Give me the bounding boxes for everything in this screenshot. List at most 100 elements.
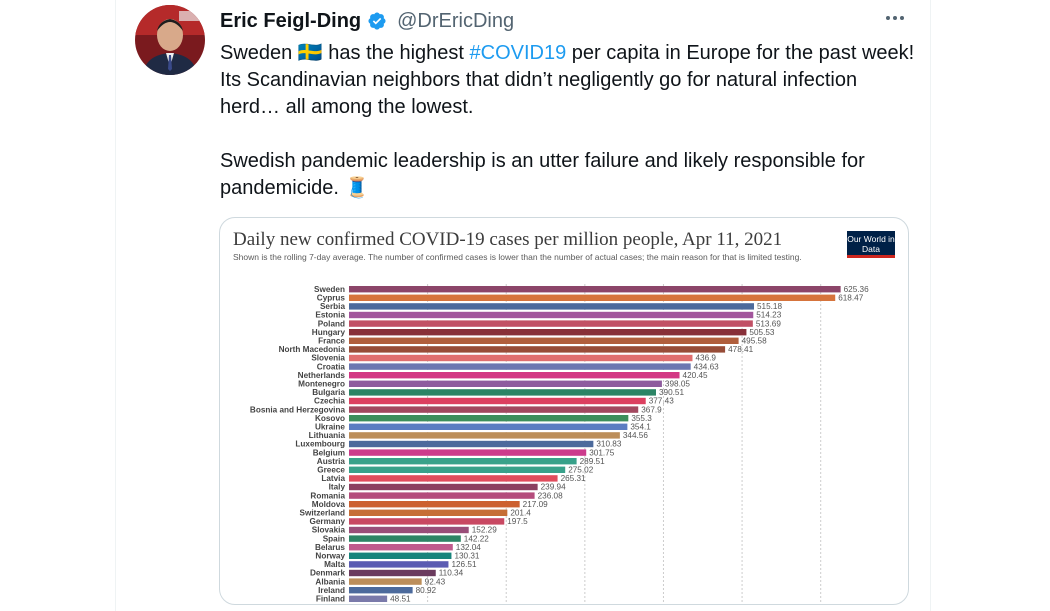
bar [349,561,449,568]
bar [349,286,841,293]
value-label: 420.45 [683,371,708,380]
tweet-text: Sweden 🇸🇪 has the highest #COVID19 per c… [220,40,920,202]
value-label: 217.09 [523,500,548,509]
value-label: 265.31 [561,474,586,483]
bar [349,372,680,379]
bar [349,466,566,473]
bar [349,406,639,413]
tweet-text-part: has the highest [322,42,470,64]
sweden-flag-emoji: 🇸🇪 [297,42,323,64]
category-label: Romania [310,491,345,500]
value-label: 80.92 [416,586,437,595]
category-label: Denmark [310,569,345,578]
category-label: Montenegro [298,380,345,389]
category-label: Italy [329,483,346,492]
bar-chart: Sweden 625.36 Cyprus 618.47 Serbia 515.18 Esto… [250,284,869,604]
category-label: Belarus [315,543,345,552]
value-label: 275.02 [568,466,593,475]
bar [349,475,558,482]
more-options-icon[interactable] [883,8,907,28]
category-label: Greece [317,466,345,475]
value-label: 92.43 [425,577,446,586]
bar [349,397,646,405]
bar [349,337,739,344]
category-label: Lithuania [309,431,346,440]
bar [349,509,508,516]
category-label: Kosovo [315,414,345,423]
category-label: North Macedonia [279,345,346,354]
owid-logo: Our World in Data [847,231,895,258]
value-label: 236.08 [538,491,563,500]
category-label: Belgium [313,448,345,457]
category-label: Sweden [314,285,345,294]
bar [349,449,587,456]
bar [349,458,577,465]
category-label: Malta [324,560,345,569]
category-label: France [318,337,345,346]
chart-image-card[interactable]: Daily new confirmed COVID-19 cases per m… [219,217,909,605]
bar [349,415,629,422]
bar [349,311,754,319]
category-label: Albania [315,577,345,586]
category-label: Poland [318,319,345,328]
bar [349,320,753,327]
category-label: Spain [323,534,345,543]
value-label: 367.9 [641,405,662,414]
category-label: Estonia [315,311,345,320]
avatar-photo [135,5,205,75]
timeline-border-right [930,0,931,611]
chart-title: Daily new confirmed COVID-19 cases per m… [233,229,783,250]
value-label: 515.18 [757,302,782,311]
bar [349,526,469,534]
category-label: Czechia [314,397,345,406]
bar [349,423,628,430]
verified-badge-icon [367,11,387,31]
value-label: 301.75 [589,448,614,457]
chart-subtitle: Shown is the rolling 7-day average. The … [233,252,802,262]
bar [349,578,422,585]
category-label: Serbia [320,302,345,311]
bar [349,294,836,301]
bar [349,363,691,370]
category-label: Switzerland [300,509,346,518]
category-label: Bosnia and Herzegovina [250,405,346,414]
value-label: 130.31 [454,552,479,561]
author-handle[interactable]: @DrEricDing [397,9,515,32]
category-label: Hungary [312,328,346,337]
value-label: 390.51 [659,388,684,397]
bar [349,440,594,448]
category-label: Cyprus [317,294,346,303]
category-label: Ukraine [315,423,345,432]
value-label: 310.83 [596,440,621,449]
bar [349,501,520,508]
value-label: 495.58 [742,337,767,346]
tweet-text-part: per capita in Europe for the past week! … [220,42,915,199]
hashtag-link[interactable]: #COVID19 [469,42,567,64]
bar [349,380,662,387]
bar [349,595,388,602]
bar [349,389,657,396]
value-label: 625.36 [844,285,869,294]
value-label: 126.51 [451,560,476,569]
value-label: 514.23 [756,311,781,320]
author-name[interactable]: Eric Feigl-Ding [220,9,362,32]
value-label: 132.04 [456,543,481,552]
thread-emoji: 🧵 [344,177,370,199]
bar [349,518,505,525]
avatar[interactable] [135,5,205,75]
category-label: Finland [316,595,345,604]
value-label: 354.1 [630,423,651,432]
value-label: 398.05 [665,380,690,389]
category-label: Norway [315,552,345,561]
value-label: 436.9 [695,354,716,363]
tweet-header: Eric Feigl-Ding @DrEricDing [220,7,514,35]
category-label: Austria [317,457,346,466]
value-label: 289.51 [580,457,605,466]
value-label: 505.53 [749,328,774,337]
value-label: 201.4 [510,509,531,518]
bar [349,552,452,559]
bar [349,544,453,551]
category-label: Ireland [318,586,345,595]
bar [349,535,461,542]
bar [349,346,726,353]
